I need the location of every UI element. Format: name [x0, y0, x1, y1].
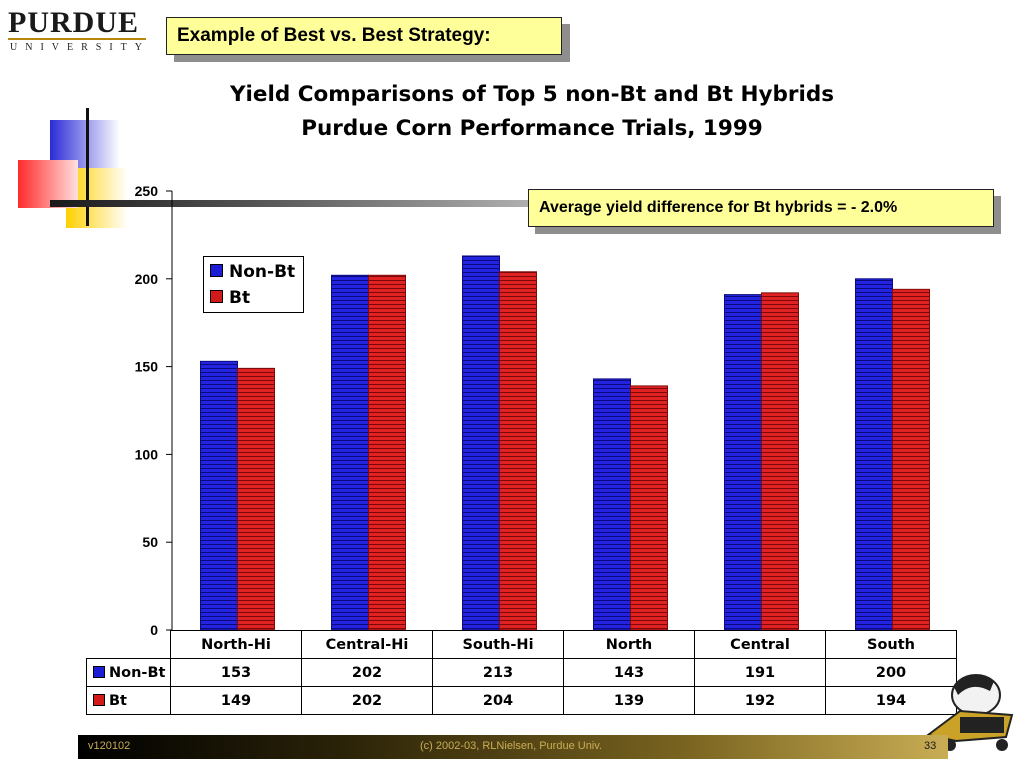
legend-item-non-bt: Non-Bt	[210, 261, 295, 283]
purdue-pete-mascot-icon	[925, 674, 1014, 751]
table-header-cell: North-Hi	[170, 630, 302, 659]
y-tick-label: 150	[135, 359, 159, 375]
chart-title-line2: Purdue Corn Performance Trials, 1999	[301, 116, 763, 141]
table-cell: 191	[694, 658, 826, 687]
bar-bt	[237, 367, 275, 631]
table-row-label: Bt	[86, 686, 171, 715]
data-table: North-Hi Central-Hi South-Hi North Centr…	[86, 630, 957, 715]
bar-bt	[630, 385, 668, 631]
bar-non-bt	[593, 378, 631, 631]
chart-title: Yield Comparisons of Top 5 non-Bt and Bt…	[150, 78, 914, 146]
bar-non-bt	[724, 294, 762, 631]
row-swatch-non-bt	[93, 665, 105, 678]
y-tick-label: 200	[135, 271, 159, 287]
footer-copyright: (c) 2002-03, RLNielsen, Purdue Univ.	[420, 740, 602, 752]
row-label-bt: Bt	[109, 692, 127, 709]
footer-bar: v120102 (c) 2002-03, RLNielsen, Purdue U…	[78, 735, 948, 759]
table-header-cell: South	[825, 630, 957, 659]
table-cell: 149	[170, 686, 302, 715]
logo-subtitle: UNIVERSITY	[10, 42, 150, 53]
bar-non-bt	[200, 360, 238, 631]
table-cell: 153	[170, 658, 302, 687]
chart-legend: Non-Bt Bt	[203, 256, 304, 313]
table-corner	[86, 630, 171, 659]
table-cell: 202	[301, 686, 433, 715]
bar-bt	[761, 292, 799, 631]
table-header-cell: North	[563, 630, 695, 659]
table-cell: 194	[825, 686, 957, 715]
table-cell: 192	[694, 686, 826, 715]
y-tick-label: 250	[135, 183, 159, 199]
bar-non-bt	[855, 278, 893, 631]
row-label-non-bt: Non-Bt	[109, 664, 166, 681]
bar-non-bt	[462, 255, 500, 631]
table-header-row: North-Hi Central-Hi South-Hi North Centr…	[86, 630, 957, 659]
decorative-squares	[18, 108, 128, 228]
legend-swatch-bt	[210, 290, 223, 303]
yield-difference-note: Average yield difference for Bt hybrids …	[528, 189, 994, 227]
table-cell: 139	[563, 686, 695, 715]
table-cell: 200	[825, 658, 957, 687]
y-tick-label: 100	[135, 446, 159, 462]
bar-bt	[368, 274, 406, 631]
table-header-cell: Central-Hi	[301, 630, 433, 659]
y-tick-label: 0	[150, 622, 158, 638]
y-tick-label: 50	[142, 534, 158, 550]
table-cell: 213	[432, 658, 564, 687]
table-header-cell: South-Hi	[432, 630, 564, 659]
table-row-bt: Bt 149 202 204 139 192 194	[86, 686, 957, 715]
bar-non-bt	[331, 274, 369, 631]
footer-page-number: 33	[924, 740, 937, 752]
purdue-logo: PURDUE UNIVERSITY	[8, 6, 148, 56]
table-cell: 204	[432, 686, 564, 715]
legend-item-bt: Bt	[210, 287, 250, 309]
strategy-label: Example of Best vs. Best Strategy:	[166, 17, 562, 55]
legend-label-non-bt: Non-Bt	[229, 262, 296, 282]
logo-wordmark: PURDUE	[8, 6, 139, 39]
bar-bt	[892, 288, 930, 631]
table-cell: 202	[301, 658, 433, 687]
footer-version: v120102	[88, 740, 131, 752]
table-cell: 143	[563, 658, 695, 687]
decorative-rule	[50, 200, 570, 207]
bar-bt	[499, 271, 537, 631]
logo-rule	[8, 38, 146, 40]
table-header-cell: Central	[694, 630, 826, 659]
table-row-non-bt: Non-Bt 153 202 213 143 191 200	[86, 658, 957, 687]
chart-title-line1: Yield Comparisons of Top 5 non-Bt and Bt…	[229, 82, 835, 107]
row-swatch-bt	[93, 693, 105, 706]
legend-label-bt: Bt	[229, 288, 251, 308]
table-row-label: Non-Bt	[86, 658, 171, 687]
legend-swatch-non-bt	[210, 264, 223, 277]
